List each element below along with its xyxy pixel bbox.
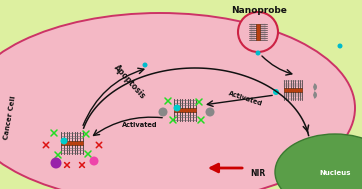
Circle shape [173, 105, 181, 112]
Circle shape [337, 43, 342, 49]
Circle shape [89, 156, 98, 166]
FancyBboxPatch shape [256, 24, 260, 40]
FancyBboxPatch shape [174, 108, 195, 112]
Text: Activated: Activated [227, 91, 263, 107]
Text: Cancer Cell: Cancer Cell [3, 96, 17, 140]
FancyBboxPatch shape [61, 141, 83, 146]
Ellipse shape [0, 13, 355, 189]
Circle shape [51, 157, 62, 169]
Wedge shape [313, 83, 317, 91]
Ellipse shape [275, 134, 362, 189]
Text: Apoptosis: Apoptosis [112, 63, 148, 101]
FancyBboxPatch shape [284, 88, 302, 92]
Text: Activated: Activated [122, 122, 158, 128]
Text: Nucleus: Nucleus [319, 170, 351, 176]
Wedge shape [313, 91, 317, 99]
Circle shape [60, 138, 67, 145]
Circle shape [256, 50, 261, 56]
Circle shape [273, 89, 279, 95]
Circle shape [143, 63, 147, 67]
Circle shape [159, 108, 168, 116]
Text: Nanoprobe: Nanoprobe [231, 6, 287, 15]
Circle shape [206, 108, 215, 116]
Text: NIR: NIR [250, 170, 265, 178]
Circle shape [238, 12, 278, 52]
